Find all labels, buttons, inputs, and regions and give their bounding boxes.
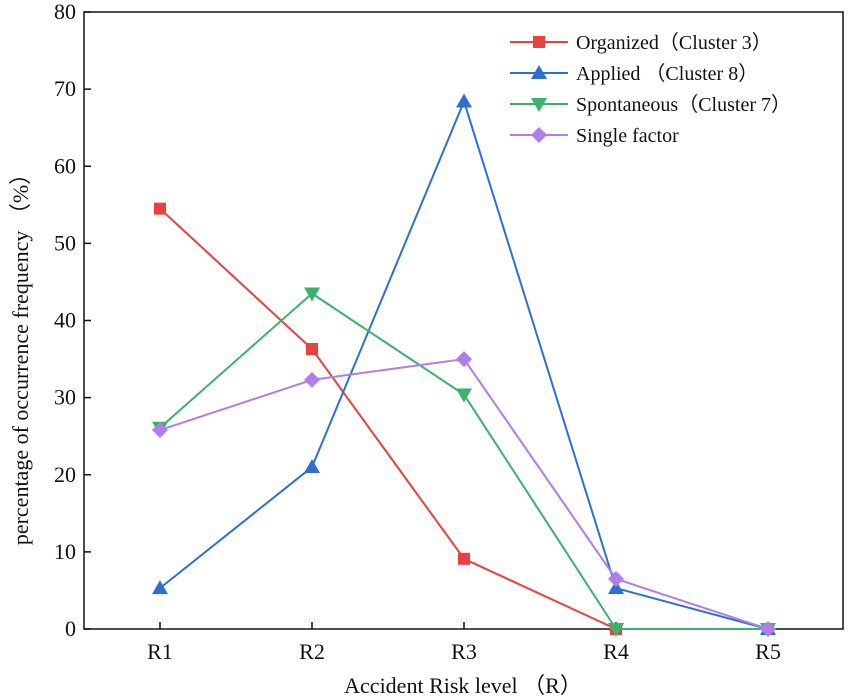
legend-marker: [531, 127, 547, 143]
legend-marker: [531, 65, 547, 79]
series-1: [154, 202, 774, 635]
x-tick-label: R1: [147, 639, 173, 664]
data-point: [304, 459, 320, 474]
legend-item: Spontaneous（Cluster 7）: [510, 93, 791, 116]
y-tick-label: 70: [54, 76, 76, 101]
data-point: [306, 343, 318, 356]
x-tick-label: R2: [299, 639, 325, 664]
x-tick-label: R4: [603, 639, 629, 664]
y-tick-label: 0: [65, 616, 76, 641]
legend-marker: [531, 98, 547, 112]
y-axis-title: percentage of occurrence frequency （%）: [8, 163, 33, 545]
data-point: [304, 371, 320, 388]
data-point: [154, 202, 166, 215]
x-axis-title: Accident Risk level （R）: [344, 673, 582, 698]
y-tick-label: 20: [54, 462, 76, 487]
data-point: [608, 570, 624, 587]
y-tick-label: 60: [54, 153, 76, 178]
series-line: [159, 292, 768, 630]
legend-label: Organized（Cluster 3）: [576, 31, 772, 54]
legend-item: Single factor: [510, 125, 679, 147]
y-tick-label: 10: [54, 539, 76, 564]
data-point: [152, 580, 168, 595]
data-point: [456, 388, 472, 403]
legend-item: Organized（Cluster 3）: [510, 31, 772, 54]
data-point: [304, 287, 320, 302]
y-tick-label: 40: [54, 308, 76, 333]
series-3: [152, 287, 776, 637]
legend-item: Applied （Cluster 8）: [510, 62, 758, 85]
data-point: [608, 580, 624, 595]
series-4: [152, 351, 776, 637]
data-point: [458, 552, 470, 565]
data-point: [152, 422, 168, 439]
data-point: [456, 93, 472, 108]
data-point: [760, 621, 776, 637]
data-point: [456, 351, 472, 368]
legend-label: Single factor: [576, 125, 679, 147]
y-tick-label: 80: [54, 0, 76, 24]
series-layer: [152, 93, 776, 637]
legend-label: Applied （Cluster 8）: [576, 62, 758, 85]
y-axis: 0 10 20 30 40 50 60 70 80: [54, 0, 91, 641]
legend-marker: [533, 36, 545, 48]
x-tick-label: R5: [755, 639, 781, 664]
x-tick-label: R3: [451, 639, 477, 664]
legend: Organized（Cluster 3） Applied （Cluster 8） S…: [510, 31, 791, 147]
legend-label: Spontaneous（Cluster 7）: [576, 93, 791, 116]
series-line: [159, 207, 768, 630]
y-tick-label: 30: [54, 385, 76, 410]
data-point: [608, 623, 624, 637]
y-tick-label: 50: [54, 230, 76, 255]
